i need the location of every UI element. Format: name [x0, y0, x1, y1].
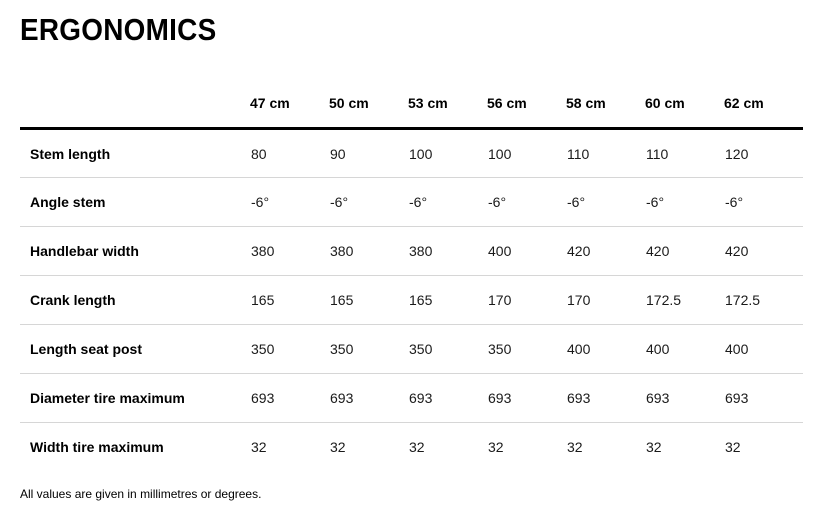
page-title: ERGONOMICS — [20, 12, 217, 47]
size-column-header: 60 cm — [645, 95, 685, 111]
size-column-header: 58 cm — [566, 95, 606, 111]
spec-value: 350 — [330, 341, 354, 357]
spec-value: 120 — [725, 145, 749, 162]
spec-value: 400 — [567, 341, 591, 357]
spec-row-length-seat-post: Length seat post 350 350 350 350 400 400… — [20, 325, 803, 374]
row-label: Width tire maximum — [30, 439, 164, 456]
corner-spacer — [20, 95, 250, 129]
spec-value: 420 — [646, 243, 670, 259]
spec-value: -6° — [646, 194, 665, 210]
spec-value: 693 — [409, 390, 433, 406]
spec-value: 400 — [646, 341, 670, 357]
spec-row-crank-length: Crank length 165 165 165 170 170 172.5 1… — [20, 276, 803, 325]
size-column-header: 50 cm — [329, 95, 369, 111]
row-label: Stem length — [30, 145, 111, 162]
spec-row-width-tire-maximum: Width tire maximum 32 32 32 32 32 32 32 — [20, 423, 803, 472]
spec-value: 350 — [409, 341, 433, 357]
spec-row-diameter-tire-maximum: Diameter tire maximum 693 693 693 693 69… — [20, 374, 803, 423]
spec-value: 693 — [567, 390, 591, 406]
spec-value: 380 — [330, 243, 354, 259]
spec-value: 693 — [330, 390, 354, 406]
spec-value: -6° — [251, 194, 270, 210]
spec-value: 32 — [251, 439, 267, 456]
spec-value: 170 — [488, 292, 512, 308]
spec-value: -6° — [567, 194, 586, 210]
spec-row-handlebar-width: Handlebar width 380 380 380 400 420 420 … — [20, 227, 803, 276]
spec-value: 693 — [725, 390, 749, 406]
row-label: Length seat post — [30, 341, 143, 357]
spec-value: 420 — [567, 243, 591, 259]
spec-value: 32 — [330, 439, 346, 456]
spec-value: 380 — [251, 243, 275, 259]
spec-value: 110 — [567, 145, 590, 162]
spec-value: 80 — [251, 145, 267, 162]
spec-value: 100 — [488, 145, 512, 162]
spec-value: 32 — [646, 439, 662, 456]
spec-value: 400 — [488, 243, 512, 259]
size-column-header: 62 cm — [724, 95, 764, 111]
spec-value: 400 — [725, 341, 749, 357]
spec-value: 172.5 — [646, 292, 682, 308]
spec-row-angle-stem: Angle stem -6° -6° -6° -6° -6° -6° -6° — [20, 178, 803, 227]
spec-value: 165 — [251, 292, 275, 308]
row-label: Handlebar width — [30, 243, 139, 259]
row-label: Angle stem — [30, 194, 106, 210]
size-column-header: 56 cm — [487, 95, 527, 111]
spec-value: 350 — [488, 341, 512, 357]
spec-value: -6° — [725, 194, 744, 210]
spec-value: 32 — [725, 439, 741, 456]
spec-value: -6° — [409, 194, 428, 210]
spec-value: 100 — [409, 145, 433, 162]
spec-value: 693 — [488, 390, 512, 406]
spec-value: -6° — [488, 194, 507, 210]
row-label: Diameter tire maximum — [30, 390, 185, 406]
spec-value: 32 — [567, 439, 583, 456]
spec-value: -6° — [330, 194, 349, 210]
row-label: Crank length — [30, 292, 116, 308]
size-header-row: 47 cm 50 cm 53 cm 56 cm 58 cm 60 cm 62 c… — [20, 95, 803, 129]
spec-value: 165 — [330, 292, 354, 308]
spec-value: 693 — [646, 390, 670, 406]
spec-value: 350 — [251, 341, 275, 357]
spec-value: 32 — [409, 439, 425, 456]
size-column-header: 53 cm — [408, 95, 448, 111]
spec-value: 165 — [409, 292, 433, 308]
spec-value: 693 — [251, 390, 275, 406]
size-column-header: 47 cm — [250, 95, 290, 111]
spec-value: 110 — [646, 145, 669, 162]
units-footnote: All values are given in millimetres or d… — [20, 486, 262, 501]
spec-value: 172.5 — [725, 292, 761, 308]
spec-value: 90 — [330, 145, 346, 162]
spec-value: 420 — [725, 243, 749, 259]
spec-row-stem-length: Stem length 80 90 100 100 110 110 120 — [20, 129, 803, 178]
spec-value: 170 — [567, 292, 591, 308]
spec-value: 380 — [409, 243, 433, 259]
spec-value: 32 — [488, 439, 504, 456]
ergonomics-table: 47 cm 50 cm 53 cm 56 cm 58 cm 60 cm 62 c… — [20, 95, 803, 472]
